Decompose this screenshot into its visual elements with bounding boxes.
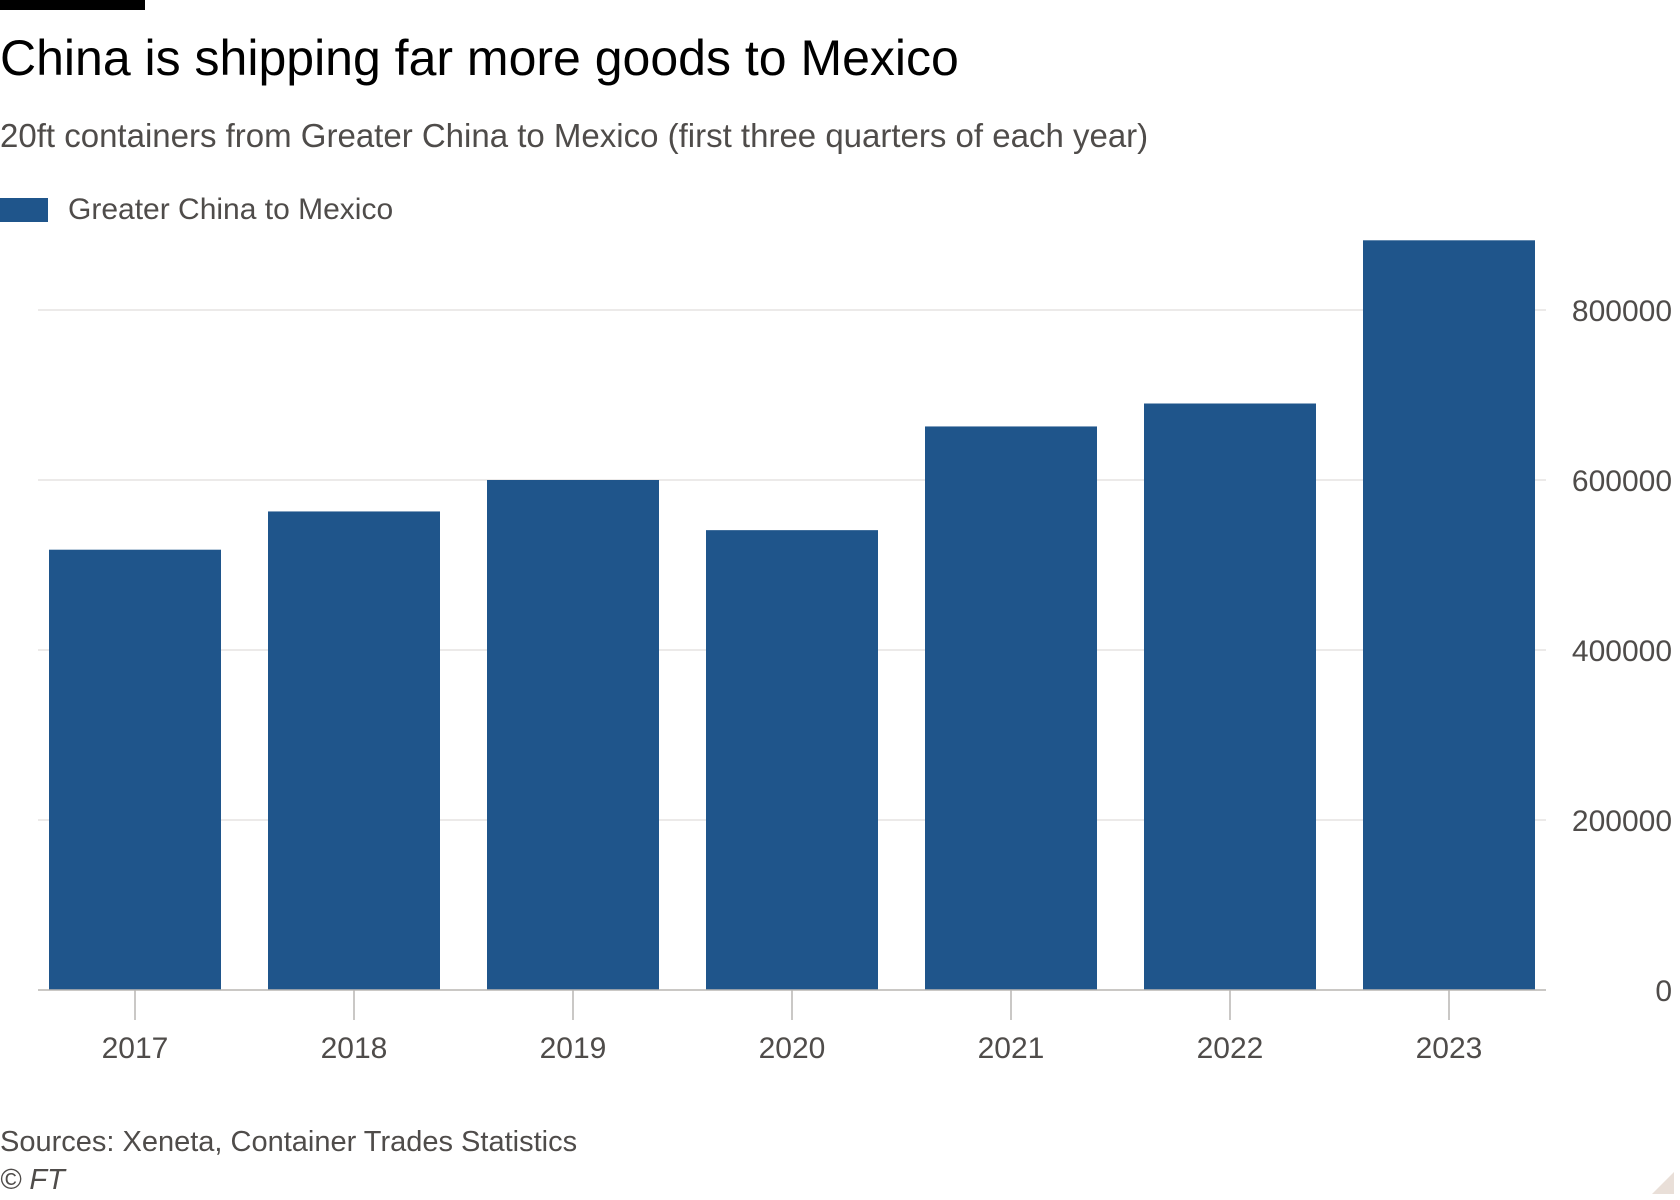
bar xyxy=(487,480,659,990)
bar xyxy=(49,549,221,990)
x-axis xyxy=(38,989,1546,1020)
chart-title: China is shipping far more goods to Mexi… xyxy=(0,30,959,86)
y-tick-label: 200000 xyxy=(1572,805,1672,838)
legend-label: Greater China to Mexico xyxy=(68,193,394,226)
x-tick-label: 2023 xyxy=(1416,1032,1483,1065)
bar xyxy=(1144,403,1316,990)
legend-swatch xyxy=(0,198,48,222)
x-axis-labels: 2017 2018 2019 2020 2021 2022 2023 xyxy=(102,1032,1483,1065)
legend: Greater China to Mexico xyxy=(0,190,393,230)
x-tick-label: 2021 xyxy=(978,1032,1045,1065)
x-tick-label: 2020 xyxy=(759,1032,826,1065)
y-tick-label: 0 xyxy=(1655,975,1672,1008)
y-tick-label: 600000 xyxy=(1572,465,1672,498)
y-axis-labels: 0 200000 400000 600000 800000 xyxy=(1572,295,1672,1008)
bar xyxy=(925,426,1097,990)
copyright: © FT xyxy=(0,1164,65,1196)
bar xyxy=(706,530,878,990)
bar xyxy=(268,511,440,990)
x-tick-label: 2018 xyxy=(321,1032,388,1065)
top-rule xyxy=(0,0,145,10)
y-tick-label: 800000 xyxy=(1572,295,1672,328)
corner-mark xyxy=(1652,1172,1674,1194)
x-tick-label: 2022 xyxy=(1197,1032,1264,1065)
bar xyxy=(1363,240,1535,991)
x-tick-label: 2019 xyxy=(540,1032,607,1065)
source-note: Sources: Xeneta, Container Trades Statis… xyxy=(0,1126,578,1158)
chart-subtitle: 20ft containers from Greater China to Me… xyxy=(0,117,1149,154)
x-tick-label: 2017 xyxy=(102,1032,169,1065)
bars xyxy=(49,240,1535,991)
y-tick-label: 400000 xyxy=(1572,635,1672,668)
